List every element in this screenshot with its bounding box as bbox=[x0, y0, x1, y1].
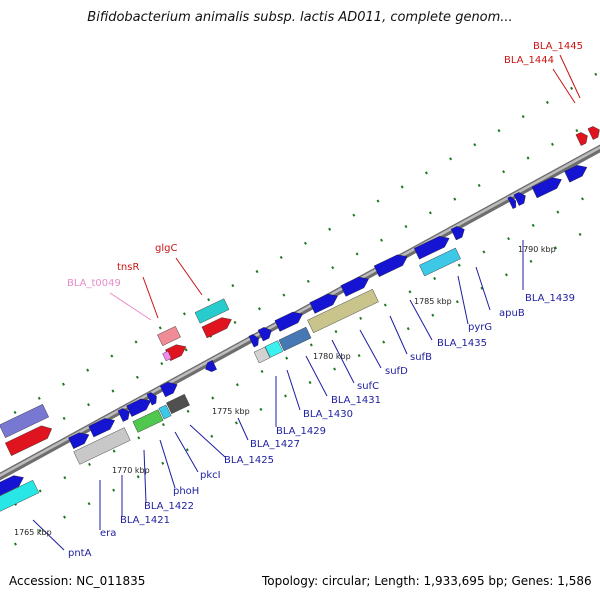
gene-arrow[interactable] bbox=[146, 392, 157, 406]
gene-label-bla-1427[interactable]: BLA_1427 bbox=[250, 439, 300, 450]
label-leader-line bbox=[457, 275, 469, 325]
gene-trna[interactable] bbox=[162, 350, 172, 362]
label-leader-line bbox=[305, 355, 328, 397]
gene-arrow[interactable] bbox=[340, 276, 369, 297]
gene-era[interactable] bbox=[73, 427, 131, 465]
gene-arrow[interactable] bbox=[373, 254, 408, 277]
gene-bla1444[interactable] bbox=[575, 132, 588, 146]
gene-arrow[interactable] bbox=[513, 192, 526, 206]
genome-summary-text: Topology: circular; Length: 1,933,695 bp… bbox=[262, 574, 592, 588]
gene-label-pkci[interactable]: pkcI bbox=[200, 470, 221, 481]
tick-row bbox=[0, 187, 600, 515]
gene-label-bla-1435[interactable]: BLA_1435 bbox=[437, 338, 487, 349]
gene-arrow-purple[interactable] bbox=[0, 404, 49, 438]
gene-arrow[interactable] bbox=[248, 334, 259, 348]
gene-label-bla-1430[interactable]: BLA_1430 bbox=[303, 409, 353, 420]
gene-label-sufb[interactable]: sufB bbox=[410, 352, 432, 363]
gene-arrow[interactable] bbox=[531, 177, 562, 199]
gene-arrow[interactable] bbox=[450, 226, 465, 241]
gene-label-bla-1444[interactable]: BLA_1444 bbox=[504, 55, 554, 66]
label-leader-line bbox=[331, 339, 355, 384]
label-leader-line bbox=[174, 431, 199, 473]
gene-label-bla-1422[interactable]: BLA_1422 bbox=[144, 501, 194, 512]
gene-label-pnta[interactable]: pntA bbox=[68, 548, 92, 559]
gene-bla1425[interactable] bbox=[166, 394, 190, 414]
label-leader-line bbox=[237, 417, 249, 441]
gene-arrow[interactable] bbox=[507, 196, 517, 209]
gene-label-bla-t0049[interactable]: BLA_t0049 bbox=[67, 278, 121, 289]
kbp-label: 1765 kbp bbox=[14, 528, 52, 537]
gene-arrow[interactable] bbox=[413, 236, 450, 260]
gene-phoH[interactable] bbox=[132, 409, 164, 433]
gene-label-glgc[interactable]: glgC bbox=[155, 243, 177, 254]
gene-label-era[interactable]: era bbox=[100, 528, 116, 539]
tick-row bbox=[0, 222, 600, 554]
gene-arrow[interactable] bbox=[274, 311, 303, 332]
label-leader-line bbox=[175, 257, 203, 296]
label-leader-line bbox=[189, 424, 226, 458]
gene-arrow[interactable] bbox=[88, 418, 115, 438]
genome-title: Bifidobacterium animalis subsp. lactis A… bbox=[87, 10, 513, 25]
gene-pkcI[interactable] bbox=[158, 404, 172, 420]
gene-label-bla-1429[interactable]: BLA_1429 bbox=[276, 426, 326, 437]
gene-label-pyrg[interactable]: pyrG bbox=[468, 322, 492, 333]
gene-sufB[interactable] bbox=[307, 288, 379, 334]
gene-glgC[interactable] bbox=[201, 317, 232, 339]
kbp-label: 1770 kbp bbox=[112, 466, 150, 475]
gene-arrow[interactable] bbox=[257, 327, 272, 342]
gene-glgC-teal[interactable] bbox=[194, 298, 230, 324]
label-leader-line bbox=[109, 292, 152, 321]
kbp-label: 1780 kbp bbox=[313, 352, 351, 361]
label-leader-line bbox=[559, 54, 581, 99]
label-leader-line bbox=[159, 439, 176, 489]
gene-label-apub[interactable]: apuB bbox=[499, 308, 525, 319]
gene-arrow[interactable] bbox=[126, 398, 152, 417]
gene-sufC[interactable] bbox=[264, 340, 284, 358]
gene-arrow[interactable] bbox=[117, 408, 130, 422]
label-leader-line bbox=[32, 519, 65, 551]
gene-arrow[interactable] bbox=[68, 432, 90, 449]
tick-row bbox=[0, 70, 600, 423]
label-leader-line bbox=[552, 68, 576, 104]
gene-arrow[interactable] bbox=[159, 381, 178, 398]
gene-sufD[interactable] bbox=[278, 326, 312, 352]
gene-pntA[interactable] bbox=[0, 479, 40, 512]
gene-label-bla-1431[interactable]: BLA_1431 bbox=[331, 395, 381, 406]
gene-arrow[interactable] bbox=[564, 165, 588, 183]
gene-label-phoh[interactable]: phoH bbox=[173, 486, 199, 497]
gene-label-tnsr[interactable]: tnsR bbox=[117, 262, 139, 273]
label-leader-line bbox=[409, 299, 433, 341]
gene-arrow[interactable] bbox=[205, 360, 217, 372]
gene-label-sufd[interactable]: sufD bbox=[385, 366, 408, 377]
kbp-label: 1785 kbp bbox=[414, 297, 452, 306]
label-leader-line bbox=[286, 369, 301, 411]
gene-bla1445[interactable] bbox=[587, 126, 600, 140]
label-leader-line bbox=[389, 315, 408, 355]
gene-arrow[interactable] bbox=[309, 293, 338, 314]
label-leader-line bbox=[143, 449, 147, 504]
gene-bla1431[interactable] bbox=[253, 346, 271, 364]
gene-label-bla-1445[interactable]: BLA_1445 bbox=[533, 41, 583, 52]
gene-arrow[interactable] bbox=[0, 475, 24, 496]
label-leader-line bbox=[475, 266, 491, 311]
label-leader-line bbox=[142, 276, 159, 319]
gene-pyrG[interactable] bbox=[419, 247, 461, 277]
gene-label-bla-1421[interactable]: BLA_1421 bbox=[120, 515, 170, 526]
label-leader-line bbox=[359, 329, 382, 369]
accession-text: Accession: NC_011835 bbox=[9, 574, 146, 588]
gene-arrow-red[interactable] bbox=[5, 425, 52, 456]
gene-label-sufc[interactable]: sufC bbox=[357, 381, 379, 392]
gene-label-bla-1425[interactable]: BLA_1425 bbox=[224, 455, 274, 466]
kbp-label: 1775 kbp bbox=[212, 407, 250, 416]
gene-label-bla-1439[interactable]: BLA_1439 bbox=[525, 293, 575, 304]
gene-tnsR-pink[interactable] bbox=[157, 326, 181, 346]
kbp-label: 1790 kbp bbox=[518, 245, 556, 254]
